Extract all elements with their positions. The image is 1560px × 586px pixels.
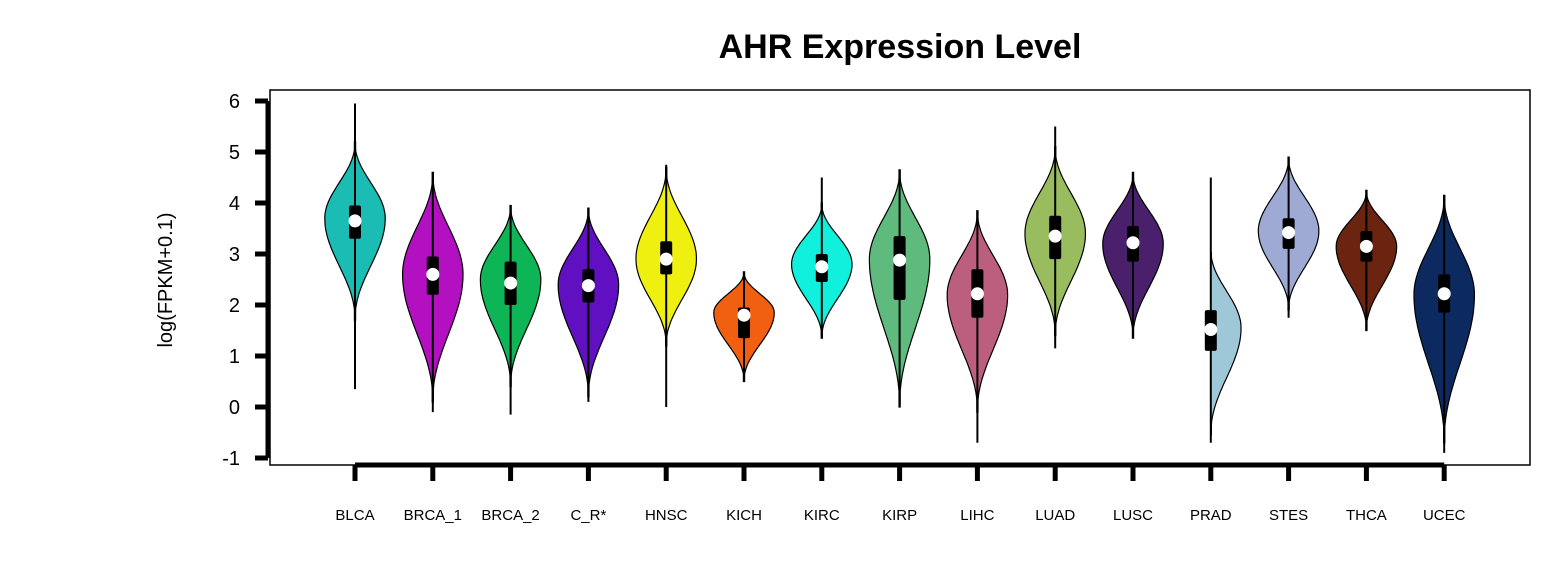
violin-iqr-box: [893, 236, 906, 300]
violin-median-dot: [1204, 322, 1218, 336]
y-tick-label: 0: [229, 397, 240, 419]
x-tick-label: KICH: [726, 507, 762, 524]
x-tick-label: KIRP: [882, 507, 917, 524]
violin-median-dot: [1359, 239, 1373, 253]
y-tick-label: 2: [229, 295, 240, 317]
violins-layer: [324, 103, 1475, 453]
y-tick-label: 4: [229, 193, 240, 215]
x-tick-label: BLCA: [335, 507, 374, 524]
x-axis: BLCA BRCA_1 BRCA_2 C_R* HNSC KICH KIRC KIRP LIHC…: [335, 462, 1466, 524]
x-tick-label: KIRC: [804, 507, 840, 524]
x-tick-label: BRCA_1: [404, 507, 462, 524]
x-tick-label: LUSC: [1113, 507, 1153, 524]
y-tick-label: 6: [229, 91, 240, 113]
y-tick-label: 1: [229, 346, 240, 368]
violin-median-dot: [893, 253, 907, 267]
violin-median-dot: [1282, 226, 1296, 240]
violin-median-dot: [659, 252, 673, 266]
y-tick-label: -1: [222, 448, 240, 470]
violin-median-dot: [1126, 236, 1140, 250]
violin-median-dot: [504, 276, 518, 290]
x-tick-label: STES: [1269, 507, 1308, 524]
violin-shape: [1210, 252, 1242, 436]
chart-title: AHR Expression Level: [719, 28, 1082, 66]
x-tick-label: PRAD: [1190, 507, 1232, 524]
x-tick-label: BRCA_2: [481, 507, 539, 524]
x-tick-label: THCA: [1346, 507, 1387, 524]
y-axis-label: log(FPKM+0.1): [155, 212, 177, 347]
y-tick-label: 3: [229, 244, 240, 266]
x-tick-label: UCEC: [1423, 507, 1466, 524]
violin-median-dot: [970, 287, 984, 301]
x-tick-label: C_R*: [570, 507, 606, 524]
violin-median-dot: [1048, 229, 1062, 243]
violin-median-dot: [426, 267, 440, 281]
violin-median-dot: [348, 214, 362, 228]
violin-median-dot: [737, 308, 751, 322]
x-tick-label: HNSC: [645, 507, 688, 524]
x-tick-label: LUAD: [1035, 507, 1075, 524]
violin-median-dot: [1437, 287, 1451, 301]
x-tick-label: LIHC: [960, 507, 994, 524]
y-axis: -1 0 1 2 3 4 5 6: [222, 91, 271, 470]
violin-median-dot: [815, 260, 829, 274]
violin-median-dot: [581, 279, 595, 293]
y-tick-label: 5: [229, 142, 240, 164]
